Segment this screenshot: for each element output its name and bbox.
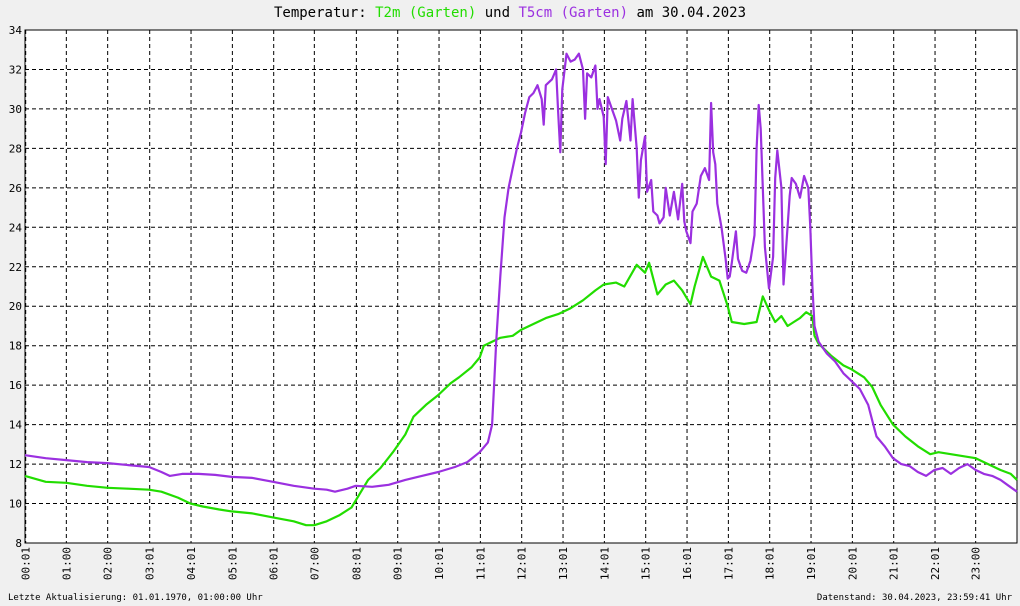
x-tick-label: 19:01 xyxy=(805,547,818,580)
y-tick-label: 18 xyxy=(9,340,22,353)
x-tick-label: 02:00 xyxy=(102,547,115,580)
x-tick-label: 23:00 xyxy=(970,547,983,580)
data-status-text: Datenstand: 30.04.2023, 23:59:41 Uhr xyxy=(816,593,1012,603)
y-tick-label: 34 xyxy=(9,24,23,37)
legend-t5cm: T5cm (Garten) xyxy=(518,5,629,21)
y-tick-label: 24 xyxy=(9,221,23,234)
y-tick-label: 20 xyxy=(9,300,22,313)
y-tick-label: 10 xyxy=(9,498,22,511)
x-tick-label: 18:01 xyxy=(764,547,777,580)
chart-title: Temperatur: T2m (Garten) und T5cm (Garte… xyxy=(0,5,1020,21)
x-tick-label: 20:01 xyxy=(846,547,859,580)
t2m-line xyxy=(24,255,1018,527)
x-tick-label: 04:01 xyxy=(185,547,198,580)
legend-t2m: T2m (Garten) xyxy=(375,5,477,21)
y-tick-label: 12 xyxy=(9,458,22,471)
x-tick-label: 21:01 xyxy=(888,547,901,580)
x-tick-label: 07:00 xyxy=(308,547,321,580)
title-prefix: Temperatur: xyxy=(273,5,376,21)
t5cm-line xyxy=(24,52,1018,493)
x-tick-label: 12:01 xyxy=(516,547,529,580)
x-tick-label: 10:01 xyxy=(433,547,446,580)
y-tick-label: 8 xyxy=(15,537,22,550)
x-tick-label: 17:01 xyxy=(722,547,735,580)
x-tick-label: 01:00 xyxy=(60,547,73,580)
x-tick-label: 09:01 xyxy=(392,547,405,580)
y-tick-label: 30 xyxy=(9,103,22,116)
x-tick-label: 14:01 xyxy=(598,547,611,580)
x-tick-label: 00:01 xyxy=(20,547,33,580)
plot-area xyxy=(24,29,1018,544)
y-axis-ticks: 8 10 12 14 16 18 20 22 24 26 28 30 32 34 xyxy=(9,24,23,550)
title-date: am 30.04.2023 xyxy=(628,5,747,21)
x-tick-label: 06:01 xyxy=(268,547,281,580)
x-tick-label: 15:01 xyxy=(640,547,653,580)
x-tick-label: 03:01 xyxy=(144,547,157,580)
y-tick-label: 14 xyxy=(9,419,23,432)
y-tick-label: 28 xyxy=(9,142,22,155)
x-tick-label: 05:01 xyxy=(226,547,239,580)
y-tick-label: 26 xyxy=(9,182,22,195)
x-tick-label: 16:01 xyxy=(681,547,694,580)
series-lines xyxy=(24,52,1018,527)
x-tick-label: 08:01 xyxy=(350,547,363,580)
last-update-text: Letzte Aktualisierung: 01.01.1970, 01:00… xyxy=(8,593,263,603)
y-tick-label: 16 xyxy=(9,379,22,392)
x-tick-label: 13:01 xyxy=(557,547,570,580)
x-tick-label: 11:01 xyxy=(474,547,487,580)
y-tick-label: 32 xyxy=(9,63,22,76)
title-joiner: und xyxy=(476,5,519,21)
x-tick-label: 22:01 xyxy=(929,547,942,580)
y-tick-label: 22 xyxy=(9,261,22,274)
x-axis-ticks: 00:01 01:00 02:00 03:01 04:01 05:01 06:01 07:00… xyxy=(20,547,983,580)
